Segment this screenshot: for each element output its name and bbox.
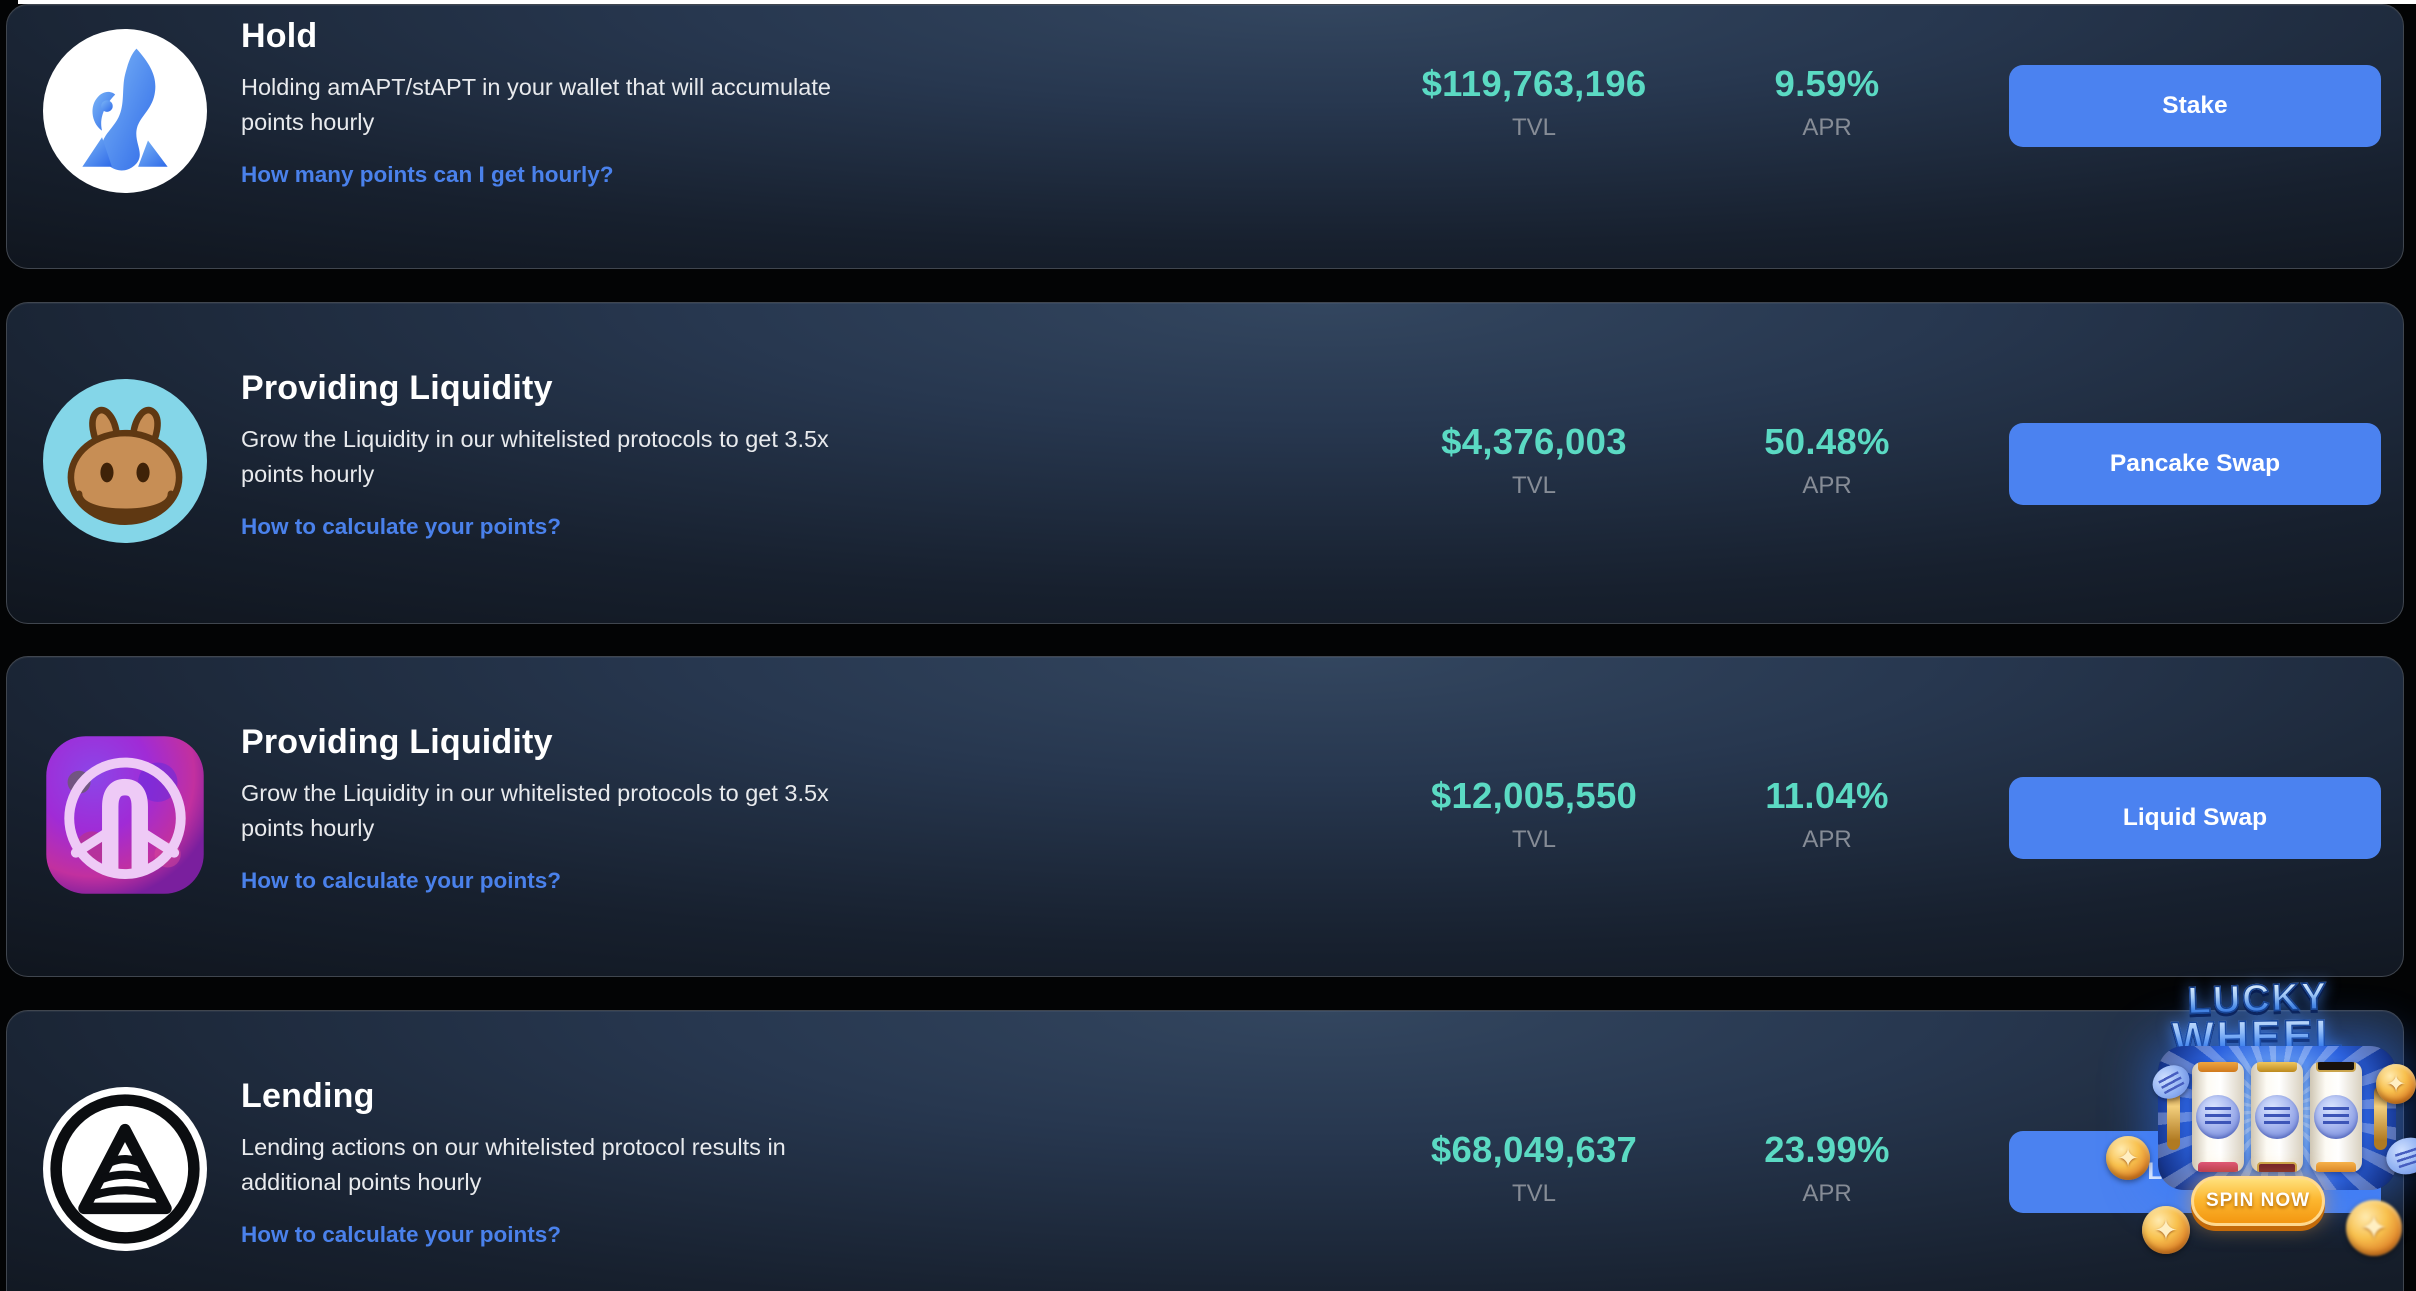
points-info-link[interactable]: How to calculate your points? [241, 1222, 562, 1247]
points-info-link[interactable]: How many points can I get hourly? [241, 162, 614, 187]
apr-value: 23.99% [1764, 1129, 1890, 1170]
card-title: Providing Liquidity [241, 723, 553, 761]
gold-coin-icon [2346, 1200, 2402, 1256]
top-strip [18, 0, 2416, 4]
apr-value: 50.48% [1764, 421, 1890, 462]
apr-stat: 23.99% APR [1764, 1129, 1890, 1208]
slot-reel [2310, 1062, 2362, 1172]
liquid-swap-button[interactable]: Liquid Swap [2009, 777, 2381, 859]
apr-label: APR [1802, 1180, 1852, 1207]
aptos-coin-icon [2196, 1095, 2240, 1139]
tvl-stat: $68,049,637 TVL [1431, 1129, 1637, 1208]
points-info-link[interactable]: How to calculate your points? [241, 868, 562, 893]
tvl-value: $119,763,196 [1421, 63, 1647, 104]
card-title: Hold [241, 17, 318, 55]
apr-value: 9.59% [1774, 63, 1880, 104]
tvl-value: $68,049,637 [1430, 1129, 1638, 1170]
slot-roller-cap [2167, 1086, 2180, 1150]
slot-reel [2251, 1062, 2303, 1172]
apr-value: 11.04% [1765, 775, 1889, 816]
card-description: Grow the Liquidity in our whitelisted pr… [241, 780, 829, 841]
tvl-value: $4,376,003 [1441, 421, 1627, 462]
aptos-coin-icon [2255, 1095, 2299, 1139]
card-description: Grow the Liquidity in our whitelisted pr… [241, 426, 829, 487]
gold-coin-icon [2376, 1064, 2416, 1104]
slot-reel [2192, 1062, 2244, 1172]
lending-protocol-logo-icon [43, 1087, 207, 1251]
stake-button[interactable]: Stake [2009, 65, 2381, 147]
gold-coin-icon [2106, 1136, 2150, 1180]
card-description: Holding amAPT/stAPT in your wallet that … [241, 74, 831, 135]
tvl-label: TVL [1511, 472, 1556, 499]
apr-stat: 50.48% APR [1764, 421, 1890, 500]
program-card-hold: Hold Holding amAPT/stAPT in your wallet … [6, 4, 2404, 269]
tvl-label: TVL [1511, 826, 1556, 853]
aptos-coin-icon [2314, 1095, 2358, 1139]
apr-stat: 9.59% APR [1775, 63, 1880, 142]
card-title: Providing Liquidity [241, 369, 553, 407]
apr-label: APR [1802, 114, 1852, 141]
apr-stat: 11.04% APR [1765, 775, 1889, 854]
gold-coin-icon [2142, 1206, 2190, 1254]
liquidswap-logo-icon [43, 733, 207, 897]
program-card-liquidswap: Providing Liquidity Grow the Liquidity i… [6, 656, 2404, 977]
tvl-stat: $4,376,003 TVL [1441, 421, 1627, 500]
tvl-label: TVL [1511, 114, 1556, 141]
program-card-lending: Lending Lending actions on our whitelist… [6, 1010, 2404, 1291]
card-title: Lending [241, 1077, 375, 1115]
slot-machine-graphic [2158, 1046, 2396, 1190]
tvl-value: $12,005,550 [1430, 775, 1638, 816]
program-card-pancakeswap: Providing Liquidity Grow the Liquidity i… [6, 302, 2404, 624]
tvl-label: TVL [1511, 1180, 1556, 1207]
points-info-link[interactable]: How to calculate your points? [241, 514, 562, 539]
card-description: Lending actions on our whitelisted proto… [241, 1134, 786, 1195]
pancakeswap-logo-icon [43, 379, 207, 543]
tvl-stat: $119,763,196 TVL [1422, 63, 1647, 142]
amnis-logo-icon [43, 29, 207, 193]
spin-now-button[interactable]: SPIN NOW [2191, 1176, 2325, 1226]
pancake-swap-button[interactable]: Pancake Swap [2009, 423, 2381, 505]
apr-label: APR [1802, 472, 1852, 499]
lucky-wheel-promo[interactable]: LUCKY WHEEL [2100, 975, 2416, 1291]
tvl-stat: $12,005,550 TVL [1431, 775, 1637, 854]
apr-label: APR [1802, 826, 1852, 853]
